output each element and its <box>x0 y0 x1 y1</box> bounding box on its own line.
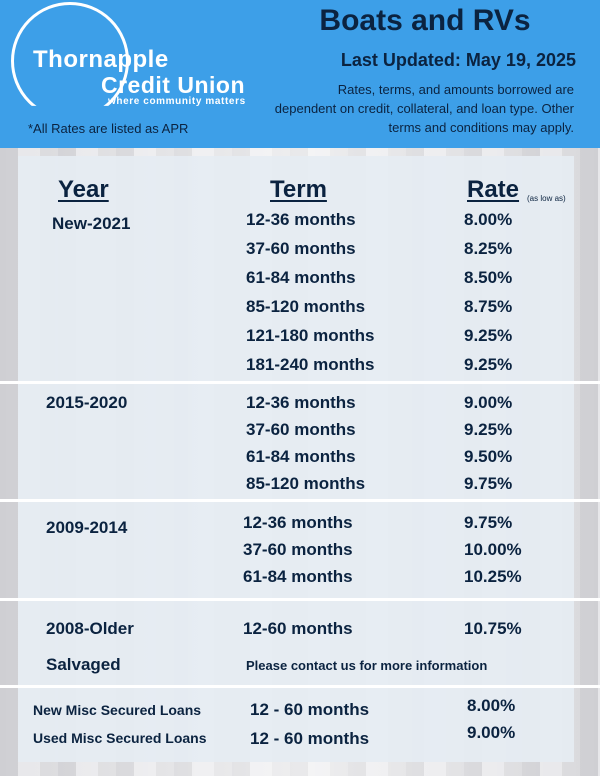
term-cell: 181-240 months <box>246 355 375 374</box>
rate-cell: 10.75% <box>464 619 522 638</box>
term-cell: 61-84 months <box>246 447 356 466</box>
group-divider <box>0 685 600 688</box>
salvaged-label: Salvaged <box>46 655 121 674</box>
term-cell: 12 - 60 months <box>250 729 370 748</box>
term-cell: 12-36 months <box>246 210 356 229</box>
rate-cell: 8.50% <box>464 268 513 287</box>
misc-loan-label: New Misc Secured Loans <box>33 702 202 718</box>
rate-cell: 8.25% <box>464 239 513 258</box>
rate-cell: 8.00% <box>464 210 513 229</box>
rate-cell: 9.75% <box>464 513 513 532</box>
term-cell: 85-120 months <box>246 474 366 493</box>
header-term: Term <box>270 176 327 203</box>
rate-cell: 9.25% <box>464 420 513 439</box>
term-cell: 37-60 months <box>246 420 356 439</box>
rate-cell: 9.00% <box>464 393 513 412</box>
rate-cell: 9.50% <box>464 447 513 466</box>
year-label: 2009-2014 <box>46 518 128 537</box>
header-rate: Rate <box>467 176 520 203</box>
logo-ring <box>11 2 129 106</box>
logo-name-line2: Credit Union <box>101 72 245 98</box>
misc-loan-label: Used Misc Secured Loans <box>33 730 207 746</box>
apr-note: *All Rates are listed as APR <box>28 121 189 136</box>
logo-name-line1: Thornapple <box>33 46 169 73</box>
term-cell: 12-60 months <box>243 619 353 638</box>
group-divider <box>0 381 600 384</box>
group-divider <box>0 598 600 601</box>
rate-cell: 9.25% <box>464 355 513 374</box>
term-cell: 12-36 months <box>243 513 353 532</box>
group-divider <box>0 499 600 502</box>
disclaimer: Rates, terms, and amounts borrowed are d… <box>274 82 574 135</box>
rate-cell: 9.25% <box>464 326 513 345</box>
rate-cell: 8.00% <box>467 696 516 715</box>
logo-tagline: where community matters <box>108 96 246 107</box>
term-cell: 61-84 months <box>246 268 356 287</box>
rate-cell: 10.00% <box>464 540 522 559</box>
rate-card <box>18 156 574 762</box>
term-cell: 12-36 months <box>246 393 356 412</box>
page-title: Boats and RVs <box>319 4 531 37</box>
term-cell: 121-180 months <box>246 326 375 345</box>
term-cell: 12 - 60 months <box>250 700 370 719</box>
rate-cell: 9.75% <box>464 474 513 493</box>
salvaged-contact-note: Please contact us for more information <box>246 658 488 673</box>
year-label: 2015-2020 <box>46 393 128 412</box>
rate-cell: 8.75% <box>464 297 513 316</box>
header-rate-note: (as low as) <box>527 194 566 203</box>
term-cell: 85-120 months <box>246 297 366 316</box>
year-label: New-2021 <box>52 214 131 233</box>
term-cell: 37-60 months <box>246 239 356 258</box>
last-updated: Last Updated: May 19, 2025 <box>340 50 576 70</box>
rate-cell: 9.00% <box>467 723 516 742</box>
rate-cell: 10.25% <box>464 567 522 586</box>
header-year: Year <box>58 176 109 203</box>
term-cell: 61-84 months <box>243 567 353 586</box>
year-label: 2008-Older <box>46 619 134 638</box>
term-cell: 37-60 months <box>243 540 353 559</box>
header-banner: Thornapple Credit Union where community … <box>0 0 600 148</box>
